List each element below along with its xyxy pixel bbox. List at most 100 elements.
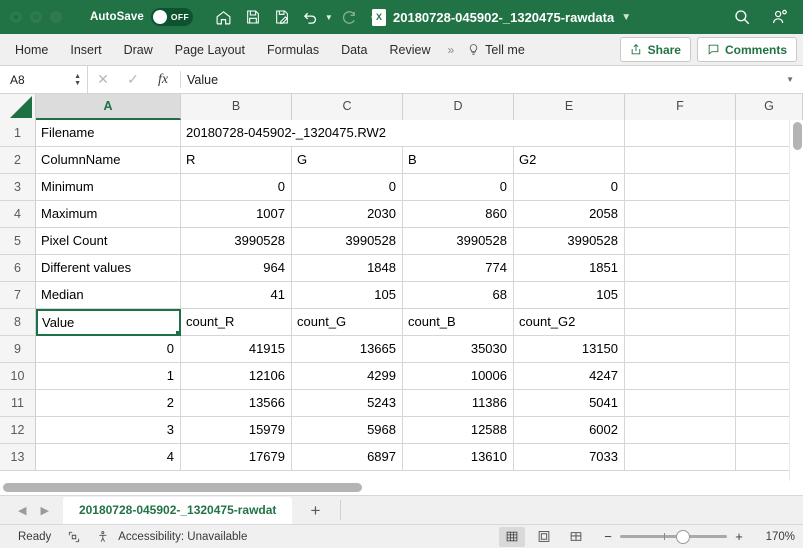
tab-home[interactable]: Home (15, 42, 49, 57)
cell-D3[interactable]: 0 (403, 174, 514, 201)
cell-A6[interactable]: Different values (36, 255, 181, 282)
chevron-down-icon[interactable]: ▼ (621, 11, 632, 23)
document-title-group[interactable]: 20180728-045902-_1320475-rawdata ▼ (372, 0, 631, 34)
cell-F5[interactable] (625, 228, 736, 255)
cell-F6[interactable] (625, 255, 736, 282)
share-people-icon[interactable] (767, 4, 793, 30)
cell-F2[interactable] (625, 147, 736, 174)
cell-E4[interactable]: 2058 (514, 201, 625, 228)
cell-C3[interactable]: 0 (292, 174, 403, 201)
cell-C6[interactable]: 1848 (292, 255, 403, 282)
row-header[interactable]: 4 (0, 201, 36, 228)
undo-dropdown-icon[interactable]: ▼ (324, 12, 333, 22)
cell-C5[interactable]: 3990528 (292, 228, 403, 255)
autosave-toggle[interactable]: OFF (150, 8, 193, 26)
cell-E7[interactable]: 105 (514, 282, 625, 309)
save-icon[interactable] (240, 4, 266, 30)
cell-B13[interactable]: 17679 (181, 444, 292, 471)
column-header-d[interactable]: D (403, 94, 514, 120)
comments-button[interactable]: Comments (696, 37, 797, 62)
zoom-out-button[interactable]: − (604, 529, 612, 544)
cell-F7[interactable] (625, 282, 736, 309)
search-icon[interactable] (729, 4, 755, 30)
expand-formula-bar-icon[interactable]: ▼ (786, 75, 794, 84)
cell-A4[interactable]: Maximum (36, 201, 181, 228)
cell-F3[interactable] (625, 174, 736, 201)
cell-B8[interactable]: count_R (181, 309, 292, 336)
cell-A10[interactable]: 1 (36, 363, 181, 390)
previous-sheet-icon[interactable]: ◀ (18, 504, 27, 517)
add-sheet-button[interactable]: + (310, 500, 321, 520)
cell-C4[interactable]: 2030 (292, 201, 403, 228)
zoom-slider[interactable] (620, 529, 727, 544)
cell-A11[interactable]: 2 (36, 390, 181, 417)
horizontal-scrollbar[interactable] (0, 481, 803, 495)
accessibility-icon[interactable] (97, 530, 111, 544)
row-header[interactable]: 10 (0, 363, 36, 390)
column-header-a[interactable]: A (36, 94, 181, 120)
cell-D7[interactable]: 68 (403, 282, 514, 309)
cell-B5[interactable]: 3990528 (181, 228, 292, 255)
cell-F8[interactable] (625, 309, 736, 336)
cell-A9[interactable]: 0 (36, 336, 181, 363)
row-header[interactable]: 3 (0, 174, 36, 201)
cell-A12[interactable]: 3 (36, 417, 181, 444)
zoom-level-label[interactable]: 170% (765, 530, 795, 543)
insert-function-icon[interactable]: fx (157, 71, 169, 87)
cell-C8[interactable]: count_G (292, 309, 403, 336)
cell-B1[interactable]: 20180728-045902-_1320475.RW2 (181, 120, 514, 147)
cell-C12[interactable]: 5968 (292, 417, 403, 444)
cell-F10[interactable] (625, 363, 736, 390)
cell-B2[interactable]: R (181, 147, 292, 174)
cell-D11[interactable]: 11386 (403, 390, 514, 417)
cell-F9[interactable] (625, 336, 736, 363)
cell-C2[interactable]: G (292, 147, 403, 174)
cell-A8[interactable]: Value (36, 309, 181, 336)
tab-formulas[interactable]: Formulas (266, 42, 320, 57)
cell-A3[interactable]: Minimum (36, 174, 181, 201)
cell-D10[interactable]: 10006 (403, 363, 514, 390)
cell-D8[interactable]: count_B (403, 309, 514, 336)
cell-A7[interactable]: Median (36, 282, 181, 309)
name-box-spinner-icon[interactable]: ▲ ▼ (74, 72, 81, 87)
cell-B4[interactable]: 1007 (181, 201, 292, 228)
cell-D9[interactable]: 35030 (403, 336, 514, 363)
row-header[interactable]: 7 (0, 282, 36, 309)
formula-input[interactable]: Value (187, 72, 219, 87)
cell-B9[interactable]: 41915 (181, 336, 292, 363)
page-break-view-icon[interactable] (563, 527, 589, 547)
cell-E2[interactable]: G2 (514, 147, 625, 174)
cell-E6[interactable]: 1851 (514, 255, 625, 282)
cell-B12[interactable]: 15979 (181, 417, 292, 444)
column-header-f[interactable]: F (625, 94, 736, 120)
cell-A5[interactable]: Pixel Count (36, 228, 181, 255)
next-sheet-icon[interactable]: ▶ (40, 504, 49, 517)
cell-A13[interactable]: 4 (36, 444, 181, 471)
tab-draw[interactable]: Draw (123, 42, 153, 57)
zoom-slider-knob[interactable] (676, 529, 690, 544)
row-header[interactable]: 2 (0, 147, 36, 174)
zoom-in-button[interactable]: + (735, 529, 743, 544)
cell-C13[interactable]: 6897 (292, 444, 403, 471)
cell-D5[interactable]: 3990528 (403, 228, 514, 255)
cell-A1[interactable]: Filename (36, 120, 181, 147)
row-header[interactable]: 6 (0, 255, 36, 282)
cell-C9[interactable]: 13665 (292, 336, 403, 363)
column-header-b[interactable]: B (181, 94, 292, 120)
cell-C10[interactable]: 4299 (292, 363, 403, 390)
cell-B7[interactable]: 41 (181, 282, 292, 309)
cell-C7[interactable]: 105 (292, 282, 403, 309)
cell-F11[interactable] (625, 390, 736, 417)
close-window-button[interactable] (10, 11, 22, 23)
cell-C11[interactable]: 5243 (292, 390, 403, 417)
cell-A2[interactable]: ColumnName (36, 147, 181, 174)
cell-F4[interactable] (625, 201, 736, 228)
cell-E9[interactable]: 13150 (514, 336, 625, 363)
cell-B3[interactable]: 0 (181, 174, 292, 201)
cell-B10[interactable]: 12106 (181, 363, 292, 390)
undo-icon[interactable] (298, 4, 324, 30)
row-header[interactable]: 11 (0, 390, 36, 417)
select-all-corner[interactable] (0, 94, 36, 120)
row-header[interactable]: 9 (0, 336, 36, 363)
cell-E8[interactable]: count_G2 (514, 309, 625, 336)
